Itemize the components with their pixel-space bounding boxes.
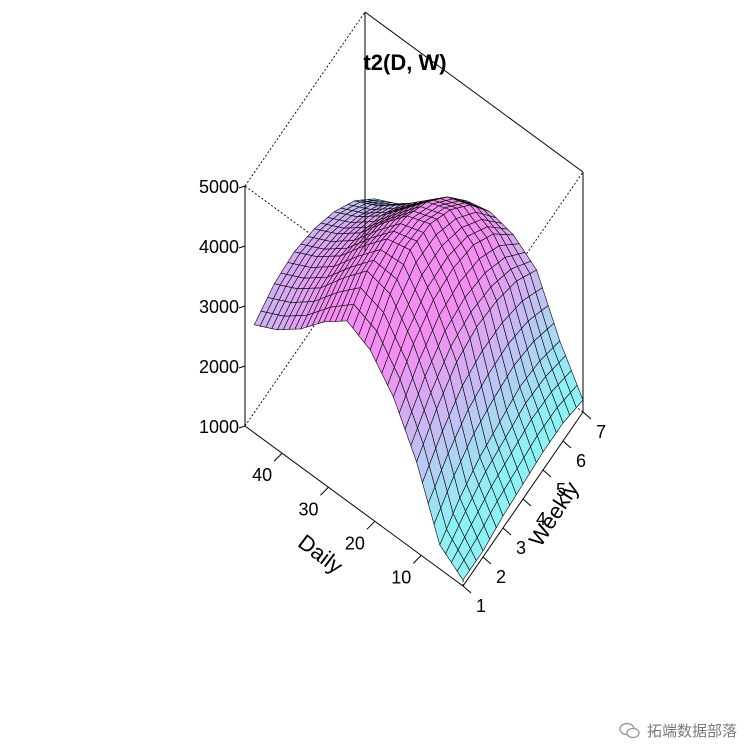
y-tick-label: 7 [596, 422, 606, 442]
y-tick-label: 5 [556, 480, 566, 500]
x-tick-mark [320, 486, 329, 496]
box-edge-9 [364, 11, 584, 173]
y-tick-label: 1 [476, 596, 486, 616]
x-tick-mark [412, 555, 422, 564]
box-edge-0 [244, 425, 464, 587]
z-tick-label: 4000 [199, 237, 239, 257]
y-tick-mark [502, 527, 512, 536]
z-tick-label: 3000 [199, 297, 239, 317]
y-tick-mark [462, 585, 472, 594]
surface-facet [456, 559, 471, 581]
y-tick-label: 2 [496, 567, 506, 587]
watermark-text: 拓端数据部落 [646, 722, 737, 740]
z-tick-label: 5000 [199, 177, 239, 197]
y-tick-label: 3 [516, 538, 526, 558]
wechat-icon [619, 722, 640, 738]
y-tick-mark [522, 498, 532, 507]
x-tick-mark [273, 452, 283, 462]
y-tick-label: 4 [536, 509, 546, 529]
y-tick-mark [482, 556, 492, 565]
y-axis-label: Weekly [524, 477, 584, 551]
y-tick-mark [582, 411, 592, 420]
x-axis-label: Daily [293, 529, 347, 578]
y-tick-mark [562, 440, 572, 449]
watermark: 拓端数据部落 [619, 720, 737, 741]
chart-title: t2(D, W) [363, 50, 446, 75]
z-tick-label: 2000 [199, 357, 239, 377]
x-tick-mark [366, 520, 376, 530]
y-tick-label: 6 [576, 451, 586, 471]
x-tick-label: 30 [298, 499, 318, 519]
z-tick-mark [238, 305, 246, 309]
z-tick-mark [238, 365, 246, 369]
x-tick-label: 40 [252, 465, 272, 485]
box-edge-8 [244, 11, 366, 187]
z-tick-mark [238, 185, 246, 189]
z-tick-mark [238, 425, 246, 429]
surface-mesh [253, 196, 584, 581]
y-tick-mark [542, 469, 552, 478]
z-tick-label: 1000 [199, 417, 239, 437]
x-tick-label: 10 [391, 567, 411, 587]
x-tick-label: 20 [345, 533, 365, 553]
z-tick-mark [238, 245, 246, 249]
